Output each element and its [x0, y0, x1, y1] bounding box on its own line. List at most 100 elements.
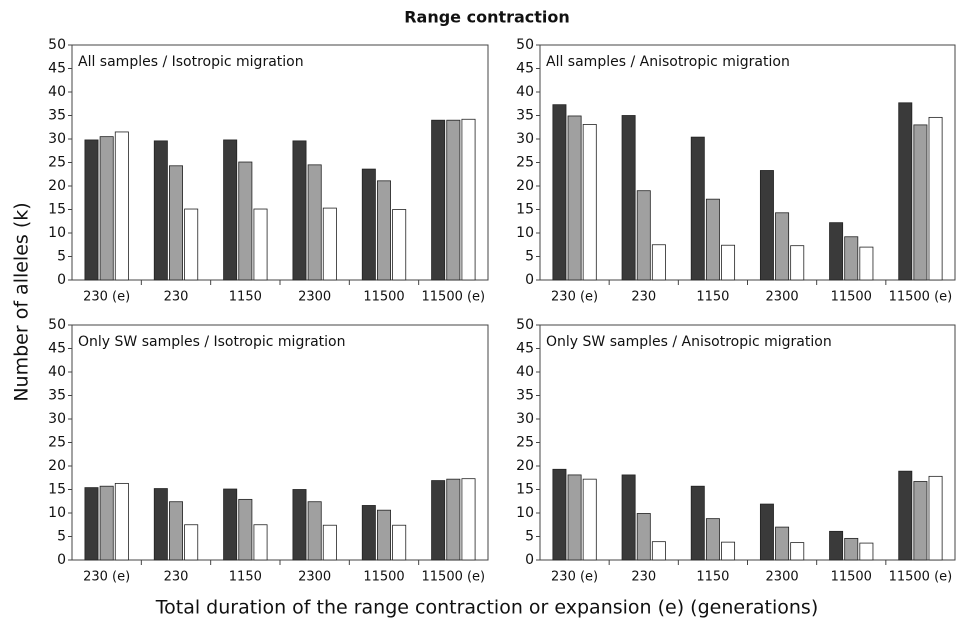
x-tick-label: 11500 (e)	[422, 570, 486, 585]
y-tick-label: 40	[516, 84, 534, 100]
y-tick-label: 20	[48, 178, 66, 194]
y-tick-label: 45	[516, 61, 534, 77]
y-tick-label: 50	[48, 37, 66, 53]
bar	[898, 470, 913, 561]
x-tick-label: 11500	[831, 290, 872, 305]
y-tick-label: 30	[48, 411, 66, 427]
bar	[582, 124, 597, 281]
y-tick-label: 5	[57, 529, 66, 545]
bar	[392, 209, 407, 281]
bar	[705, 518, 720, 561]
figure-title: Range contraction	[404, 8, 570, 27]
y-tick-label: 35	[516, 388, 534, 404]
x-tick-label: 11500	[363, 570, 404, 585]
x-tick-label: 230 (e)	[83, 570, 130, 585]
bar	[552, 104, 567, 281]
bar	[859, 542, 874, 561]
bar	[184, 208, 199, 281]
bar	[790, 245, 805, 281]
x-tick-label: 1150	[696, 570, 729, 585]
y-tick-label: 25	[48, 435, 66, 451]
bar	[721, 541, 736, 561]
y-tick-label: 40	[48, 84, 66, 100]
panel: 0 5 10 15 20 25 30 35 40 45 50 230 (e) 230 1150 2300 11…	[48, 37, 489, 305]
bar	[322, 207, 337, 281]
y-tick-label: 15	[516, 482, 534, 498]
x-tick-label: 11500	[831, 570, 872, 585]
x-tick-label: 2300	[298, 570, 331, 585]
x-axis-label: Total duration of the range contraction …	[155, 597, 818, 619]
bar	[461, 118, 476, 281]
bar	[859, 246, 874, 281]
bar	[829, 530, 844, 561]
bar	[651, 541, 666, 561]
bar	[392, 524, 407, 561]
bar	[377, 180, 391, 281]
bar	[84, 139, 99, 281]
y-tick-label: 30	[516, 131, 534, 147]
y-tick-label: 0	[525, 552, 534, 568]
bar	[223, 139, 238, 281]
bar	[775, 526, 790, 561]
x-tick-label: 230	[164, 290, 189, 305]
bar	[446, 119, 461, 281]
bar	[567, 115, 582, 281]
bar	[322, 524, 337, 561]
bar	[621, 474, 636, 561]
bar	[651, 244, 666, 281]
x-tick-label: 1150	[696, 290, 729, 305]
bar	[844, 236, 859, 281]
y-tick-label: 50	[516, 317, 534, 333]
x-tick-label: 230	[164, 570, 189, 585]
bar	[253, 524, 268, 561]
y-tick-label: 25	[48, 155, 66, 171]
plot-frame	[71, 324, 489, 561]
y-tick-label: 25	[516, 155, 534, 171]
bar	[690, 136, 705, 281]
y-tick-label: 35	[48, 388, 66, 404]
y-tick-label: 45	[48, 61, 66, 77]
bar	[114, 482, 129, 561]
y-tick-label: 0	[525, 272, 534, 288]
y-tick-label: 45	[516, 341, 534, 357]
bar	[829, 222, 844, 281]
x-tick-label: 11500 (e)	[889, 290, 953, 305]
bar	[898, 102, 913, 281]
x-tick-label: 230	[631, 570, 656, 585]
y-tick-label: 35	[48, 108, 66, 124]
y-tick-label: 20	[516, 178, 534, 194]
plot-frame	[71, 44, 489, 281]
bar	[582, 478, 597, 561]
bar	[169, 165, 183, 281]
y-axis-label: Number of alleles (k)	[11, 202, 33, 401]
bar	[253, 208, 268, 281]
panel: 0 5 10 15 20 25 30 35 40 45 50 230 (e) 230 1150 2300 11…	[48, 317, 489, 585]
bar	[153, 140, 168, 281]
panel-title: Only SW samples / Anisotropic migration	[546, 334, 832, 350]
bar	[705, 198, 720, 281]
bar	[567, 474, 582, 561]
y-tick-label: 5	[525, 249, 534, 265]
y-tick-label: 40	[48, 364, 66, 380]
bar	[361, 168, 376, 281]
bar	[913, 481, 928, 561]
bar	[169, 501, 183, 561]
y-tick-label: 5	[57, 249, 66, 265]
bar	[721, 244, 736, 281]
x-tick-label: 11500 (e)	[889, 570, 953, 585]
x-tick-label: 230	[631, 290, 656, 305]
bar	[928, 475, 943, 561]
x-tick-label: 230 (e)	[83, 290, 130, 305]
bar	[307, 501, 322, 561]
bar	[223, 488, 238, 561]
bar	[292, 489, 307, 561]
panel: 0 5 10 15 20 25 30 35 40 45 50 230 (e) 230 1150 2300 11…	[516, 37, 956, 305]
y-tick-label: 15	[48, 482, 66, 498]
bar	[844, 537, 859, 561]
bar	[99, 136, 114, 281]
y-tick-label: 40	[516, 364, 534, 380]
x-tick-label: 230 (e)	[551, 570, 598, 585]
y-tick-label: 25	[516, 435, 534, 451]
bar	[361, 505, 376, 561]
